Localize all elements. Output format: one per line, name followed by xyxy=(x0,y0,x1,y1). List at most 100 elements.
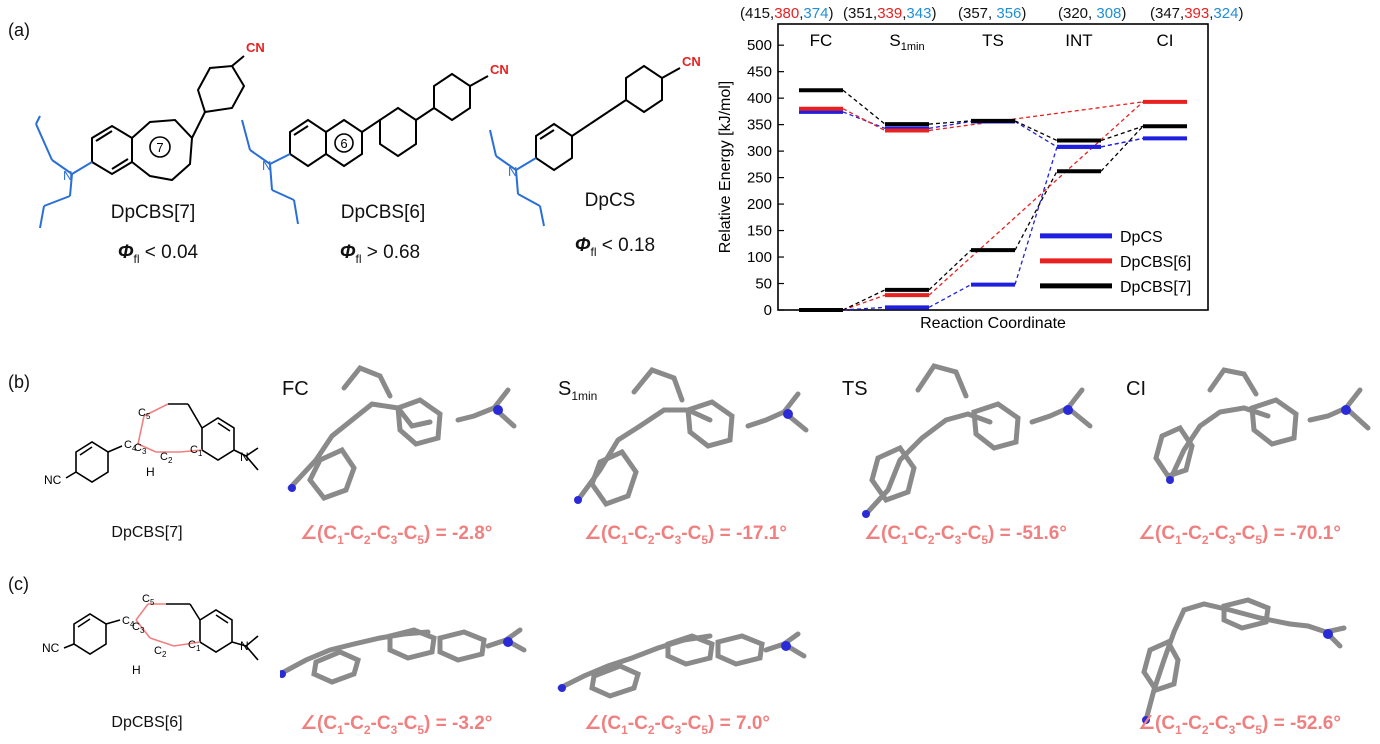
atom-c1-b: C1 xyxy=(190,444,203,458)
y-tick-label: 450 xyxy=(747,64,772,81)
category-label: INT xyxy=(1065,31,1092,50)
x-axis-label: Reaction Coordinate xyxy=(920,315,1066,332)
energy-values-fc: (415,380,374) xyxy=(740,5,834,22)
panel-label-a: (a) xyxy=(8,20,30,40)
connector-to-ci xyxy=(1100,125,1144,172)
category-label: CI xyxy=(1157,31,1174,50)
energy-level-chart: 0 50 100 150 200 250 300 350 400 450 500 FC S1min TS… xyxy=(717,23,1209,332)
molecule-name-dpcbs7: DpCBS[7] xyxy=(110,202,196,223)
render-fc-dpcbs7 xyxy=(287,364,517,501)
render-s1min-dpcbs6 xyxy=(557,631,807,699)
category-label: S1min xyxy=(889,31,924,53)
atom-cn-c: NC xyxy=(42,641,60,655)
render-ci-dpcbs6 xyxy=(1141,597,1347,723)
connector-lower xyxy=(1014,170,1058,251)
structures-a: 7 N CN 6 N CN xyxy=(35,40,700,229)
energy-values-int: (320, 308) xyxy=(1058,5,1127,22)
dihedral-angle-ci-c: ∠(C1-C2-C3-C5) = -52.6° xyxy=(1138,713,1341,737)
render-fc-dpcbs6 xyxy=(280,627,527,685)
quantum-yield-dpcbs6: Φfl > 0.68 xyxy=(339,242,421,266)
connector-to-ci xyxy=(928,101,1144,296)
atom-c2-c: C2 xyxy=(154,645,167,659)
y-tick-label: 50 xyxy=(755,276,772,293)
connector-lower xyxy=(842,306,886,311)
connector-to-ci xyxy=(1100,137,1144,148)
render-s1min-dpcbs7 xyxy=(575,367,809,508)
quantum-yield-dpcbs7: Φfl < 0.04 xyxy=(117,242,199,266)
state-label-fc: FC xyxy=(282,378,309,400)
panel-label-b: (b) xyxy=(8,372,30,392)
molecule-name-dpcs: DpCS xyxy=(584,190,636,211)
amine-n-6: N xyxy=(262,158,271,173)
atom-c3-c: C3 xyxy=(132,621,145,635)
scheme-name-dpcbs7: DpCBS[7] xyxy=(111,524,183,541)
scheme-dpcbs7: C4 C3 C5 C2 C1 H N NC xyxy=(44,403,259,487)
ring-size-6: 6 xyxy=(340,136,347,151)
molecule-dpcbs7-structure xyxy=(35,55,246,229)
category-label: TS xyxy=(982,31,1004,50)
connector-upper xyxy=(1014,120,1058,148)
scheme-name-dpcbs6: DpCBS[6] xyxy=(111,714,183,731)
y-tick-label: 150 xyxy=(747,223,772,240)
molecule-dpcs-structure xyxy=(489,64,681,227)
state-label-s1min: S1min xyxy=(558,378,598,403)
dihedral-angle-ts-b: ∠(C1-C2-C3-C5) = -51.6° xyxy=(864,523,1067,547)
category-label: FC xyxy=(810,31,833,50)
y-axis-label: Relative Energy [kJ/mol] xyxy=(717,81,734,254)
atom-c1-c: C1 xyxy=(188,639,201,653)
connector-upper xyxy=(1100,125,1144,142)
ring-size-7: 7 xyxy=(156,140,163,155)
atom-cn-b: NC xyxy=(44,473,62,487)
cn-label-7: CN xyxy=(246,40,265,55)
dihedral-angle-ci-b: ∠(C1-C2-C3-C5) = -70.1° xyxy=(1138,523,1341,547)
dihedral-angle-s1min-c: ∠(C1-C2-C3-C5) = 7.0° xyxy=(584,713,771,737)
atom-h-b: H xyxy=(146,465,155,479)
y-tick-label: 300 xyxy=(747,143,772,160)
quantum-yield-dpcs: Φfl < 0.18 xyxy=(574,235,656,259)
amine-n-7: N xyxy=(63,168,72,183)
panel-label-c: (c) xyxy=(8,574,29,594)
dihedral-angle-fc-b: ∠(C1-C2-C3-C5) = -2.8° xyxy=(300,523,493,547)
atom-n-c: N xyxy=(240,639,249,653)
state-label-ts: TS xyxy=(842,378,868,400)
connector-upper xyxy=(928,120,972,129)
y-tick-label: 250 xyxy=(747,170,772,187)
atom-c2-b: C2 xyxy=(160,451,173,465)
legend-label: DpCBS[6] xyxy=(1120,254,1191,271)
render-ts-dpcbs7 xyxy=(863,363,1093,517)
y-tick-label: 0 xyxy=(764,302,772,319)
connector-upper xyxy=(928,120,972,125)
state-label-ci: CI xyxy=(1126,378,1146,400)
y-tick-label: 400 xyxy=(747,90,772,107)
atom-c5-c: C5 xyxy=(142,593,155,607)
connector-lower xyxy=(928,284,972,308)
connector-upper xyxy=(842,108,886,132)
connector-lower xyxy=(842,289,886,311)
dihedral-angle-fc-c: ∠(C1-C2-C3-C5) = -3.2° xyxy=(300,713,493,737)
connector-upper xyxy=(842,89,886,125)
y-tick-label: 100 xyxy=(747,249,772,266)
energy-values-ci: (347,393,324) xyxy=(1150,5,1244,22)
legend-label: DpCS xyxy=(1120,229,1163,246)
atom-c3-b: C3 xyxy=(134,442,147,456)
energy-values-s1min: (351,339,343) xyxy=(843,5,937,22)
connector-upper xyxy=(928,101,1144,132)
connector-upper xyxy=(1014,120,1058,142)
atom-c4-b: C4 xyxy=(124,439,137,453)
legend-label: DpCBS[7] xyxy=(1120,279,1191,296)
dihedral-angle-s1min-b: ∠(C1-C2-C3-C5) = -17.1° xyxy=(584,523,787,547)
y-tick-label: 500 xyxy=(747,37,772,54)
energy-values-ts: (357, 356) xyxy=(958,5,1027,22)
molecule-name-dpcbs6: DpCBS[6] xyxy=(340,202,426,223)
cn-label-dpcs: CN xyxy=(682,54,700,69)
connector-lower xyxy=(1014,146,1058,285)
molecular-renders xyxy=(280,363,1371,724)
connector-lower xyxy=(842,294,886,311)
nitrogen-atoms xyxy=(280,405,1351,724)
cn-label-6: CN xyxy=(490,62,509,77)
atom-c4-c: C4 xyxy=(122,615,135,629)
connector-lower xyxy=(928,249,972,291)
render-ci-dpcbs7 xyxy=(1153,367,1371,483)
plot-frame xyxy=(777,23,1209,311)
y-tick-label: 350 xyxy=(747,117,772,134)
